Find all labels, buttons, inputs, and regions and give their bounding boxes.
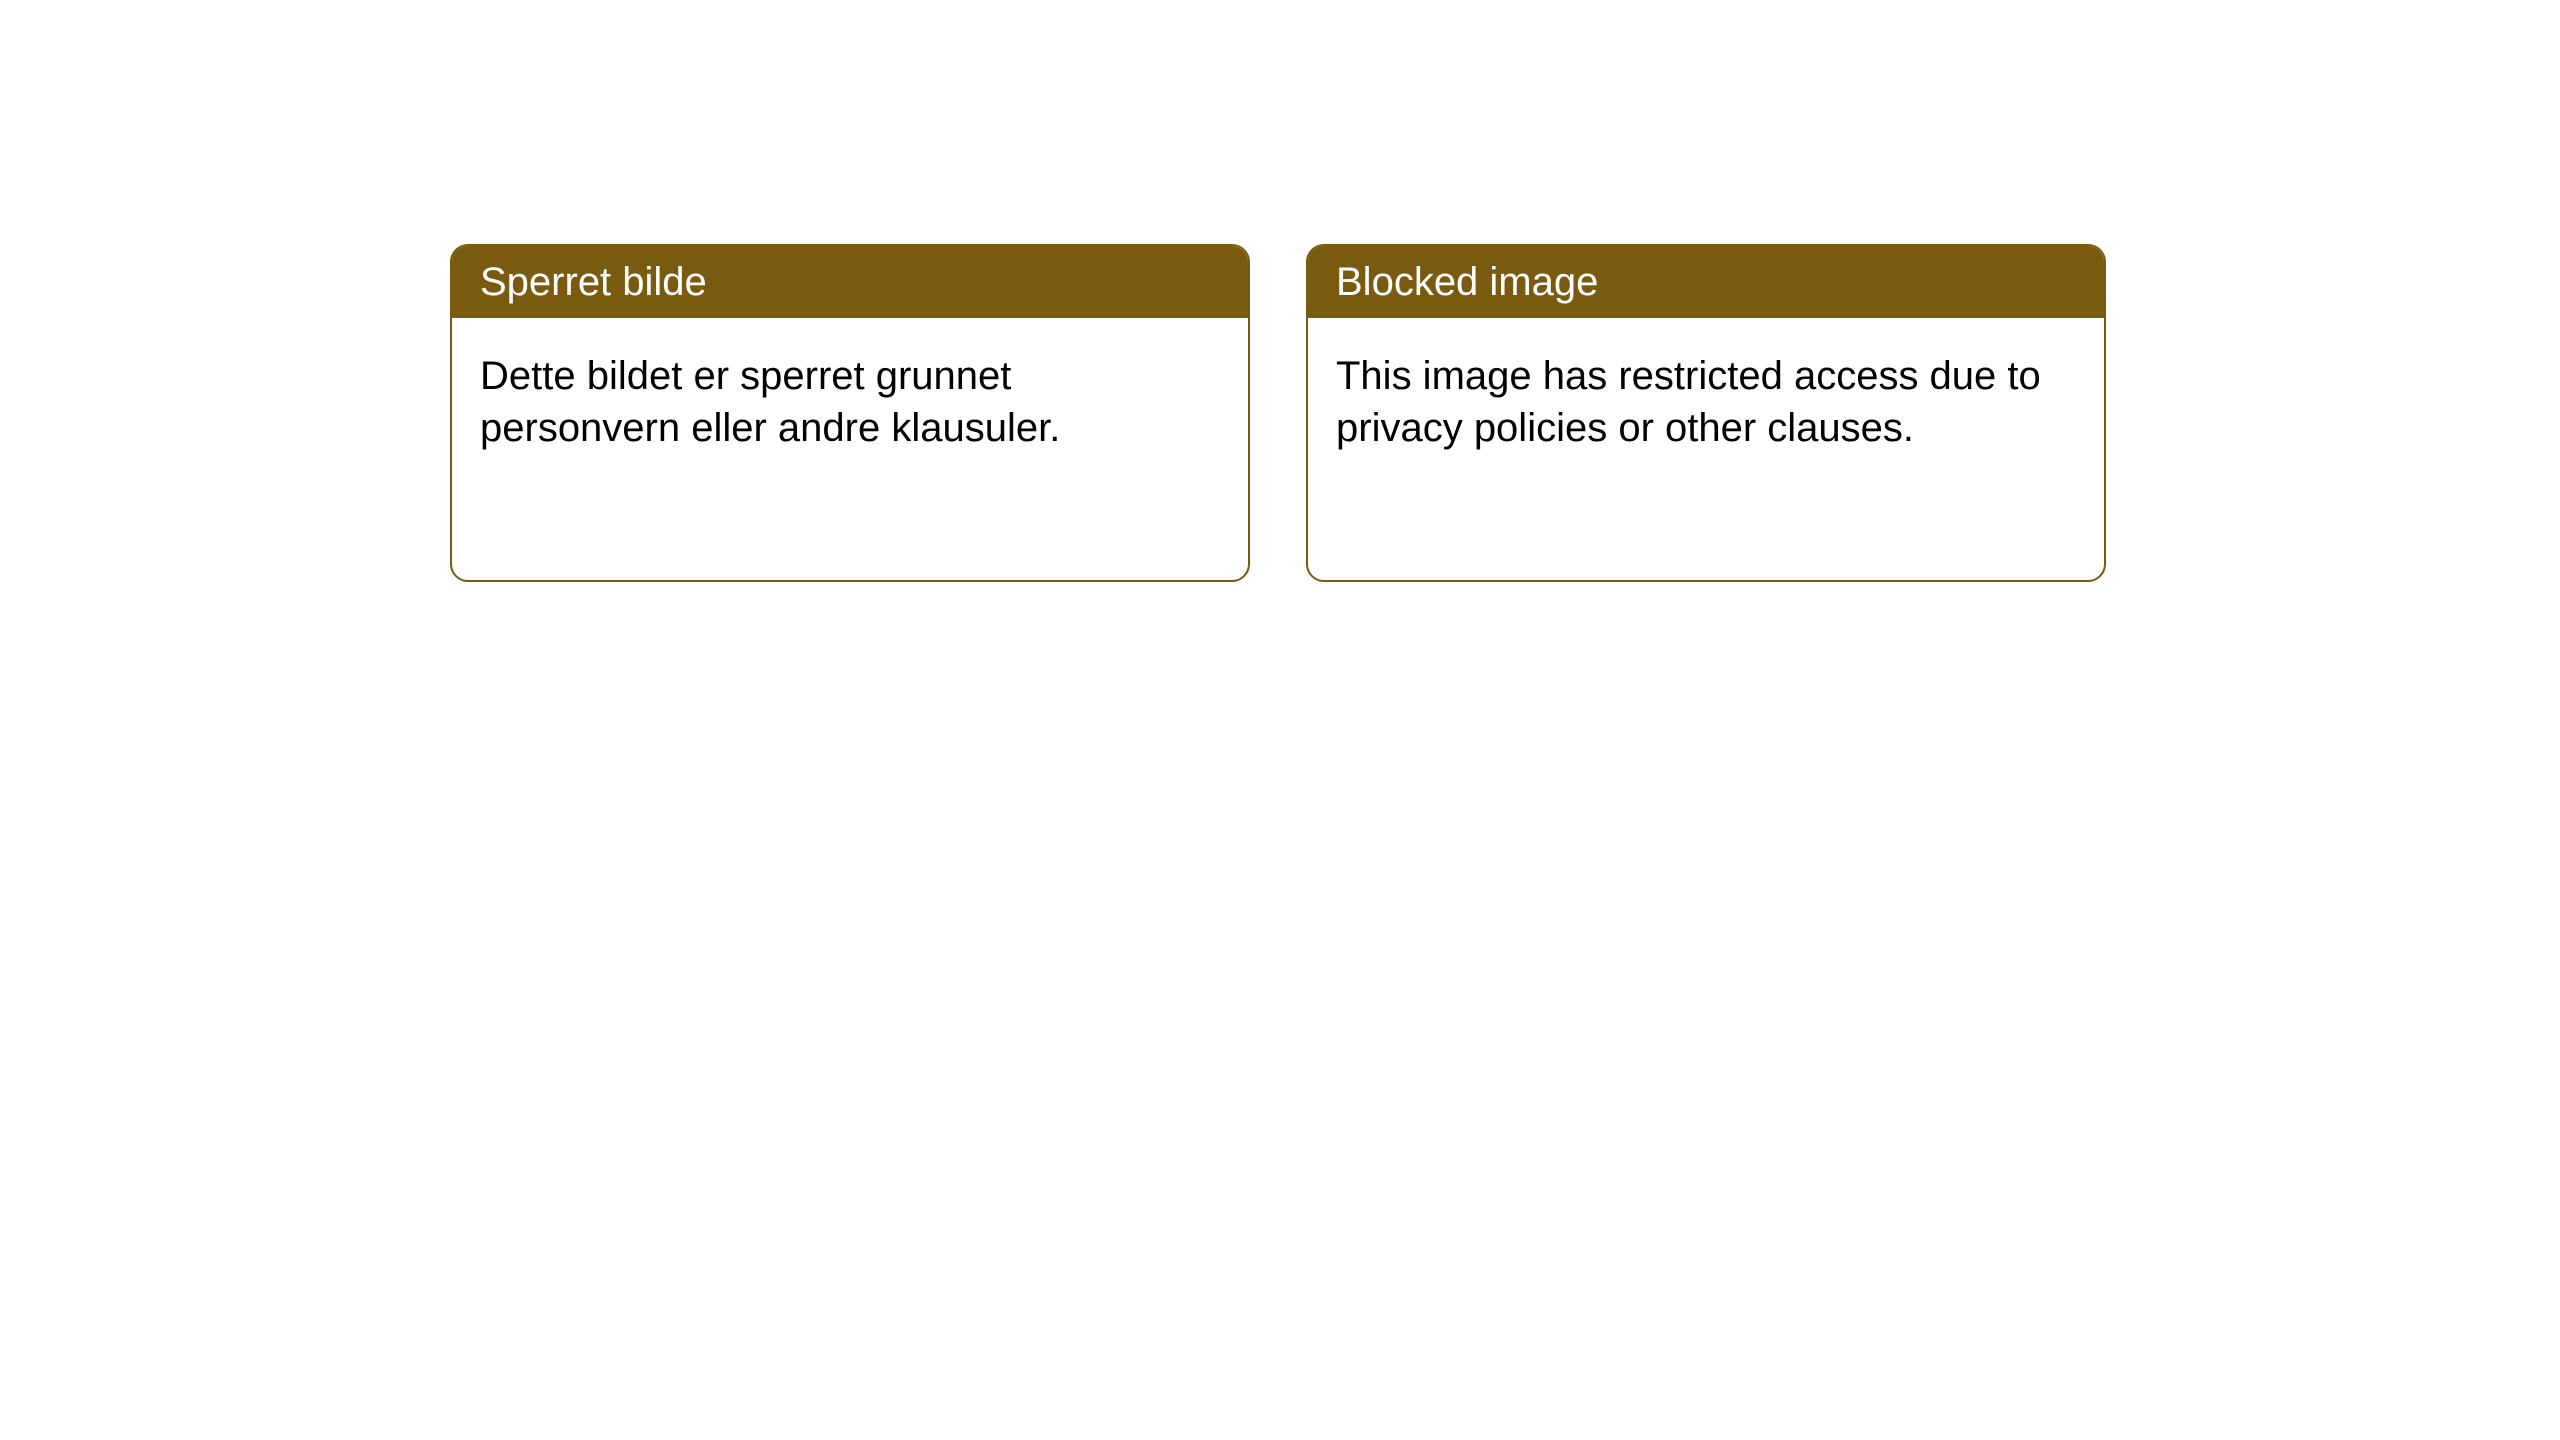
notice-header: Sperret bilde — [452, 246, 1248, 318]
notice-container: Sperret bilde Dette bildet er sperret gr… — [450, 244, 2106, 582]
notice-title: Sperret bilde — [480, 260, 707, 304]
notice-body: This image has restricted access due to … — [1308, 318, 2104, 486]
notice-card-norwegian: Sperret bilde Dette bildet er sperret gr… — [450, 244, 1250, 582]
notice-body: Dette bildet er sperret grunnet personve… — [452, 318, 1248, 486]
notice-message: This image has restricted access due to … — [1336, 354, 2041, 450]
notice-title: Blocked image — [1336, 260, 1598, 304]
notice-card-english: Blocked image This image has restricted … — [1306, 244, 2106, 582]
notice-message: Dette bildet er sperret grunnet personve… — [480, 354, 1060, 450]
notice-header: Blocked image — [1308, 246, 2104, 318]
